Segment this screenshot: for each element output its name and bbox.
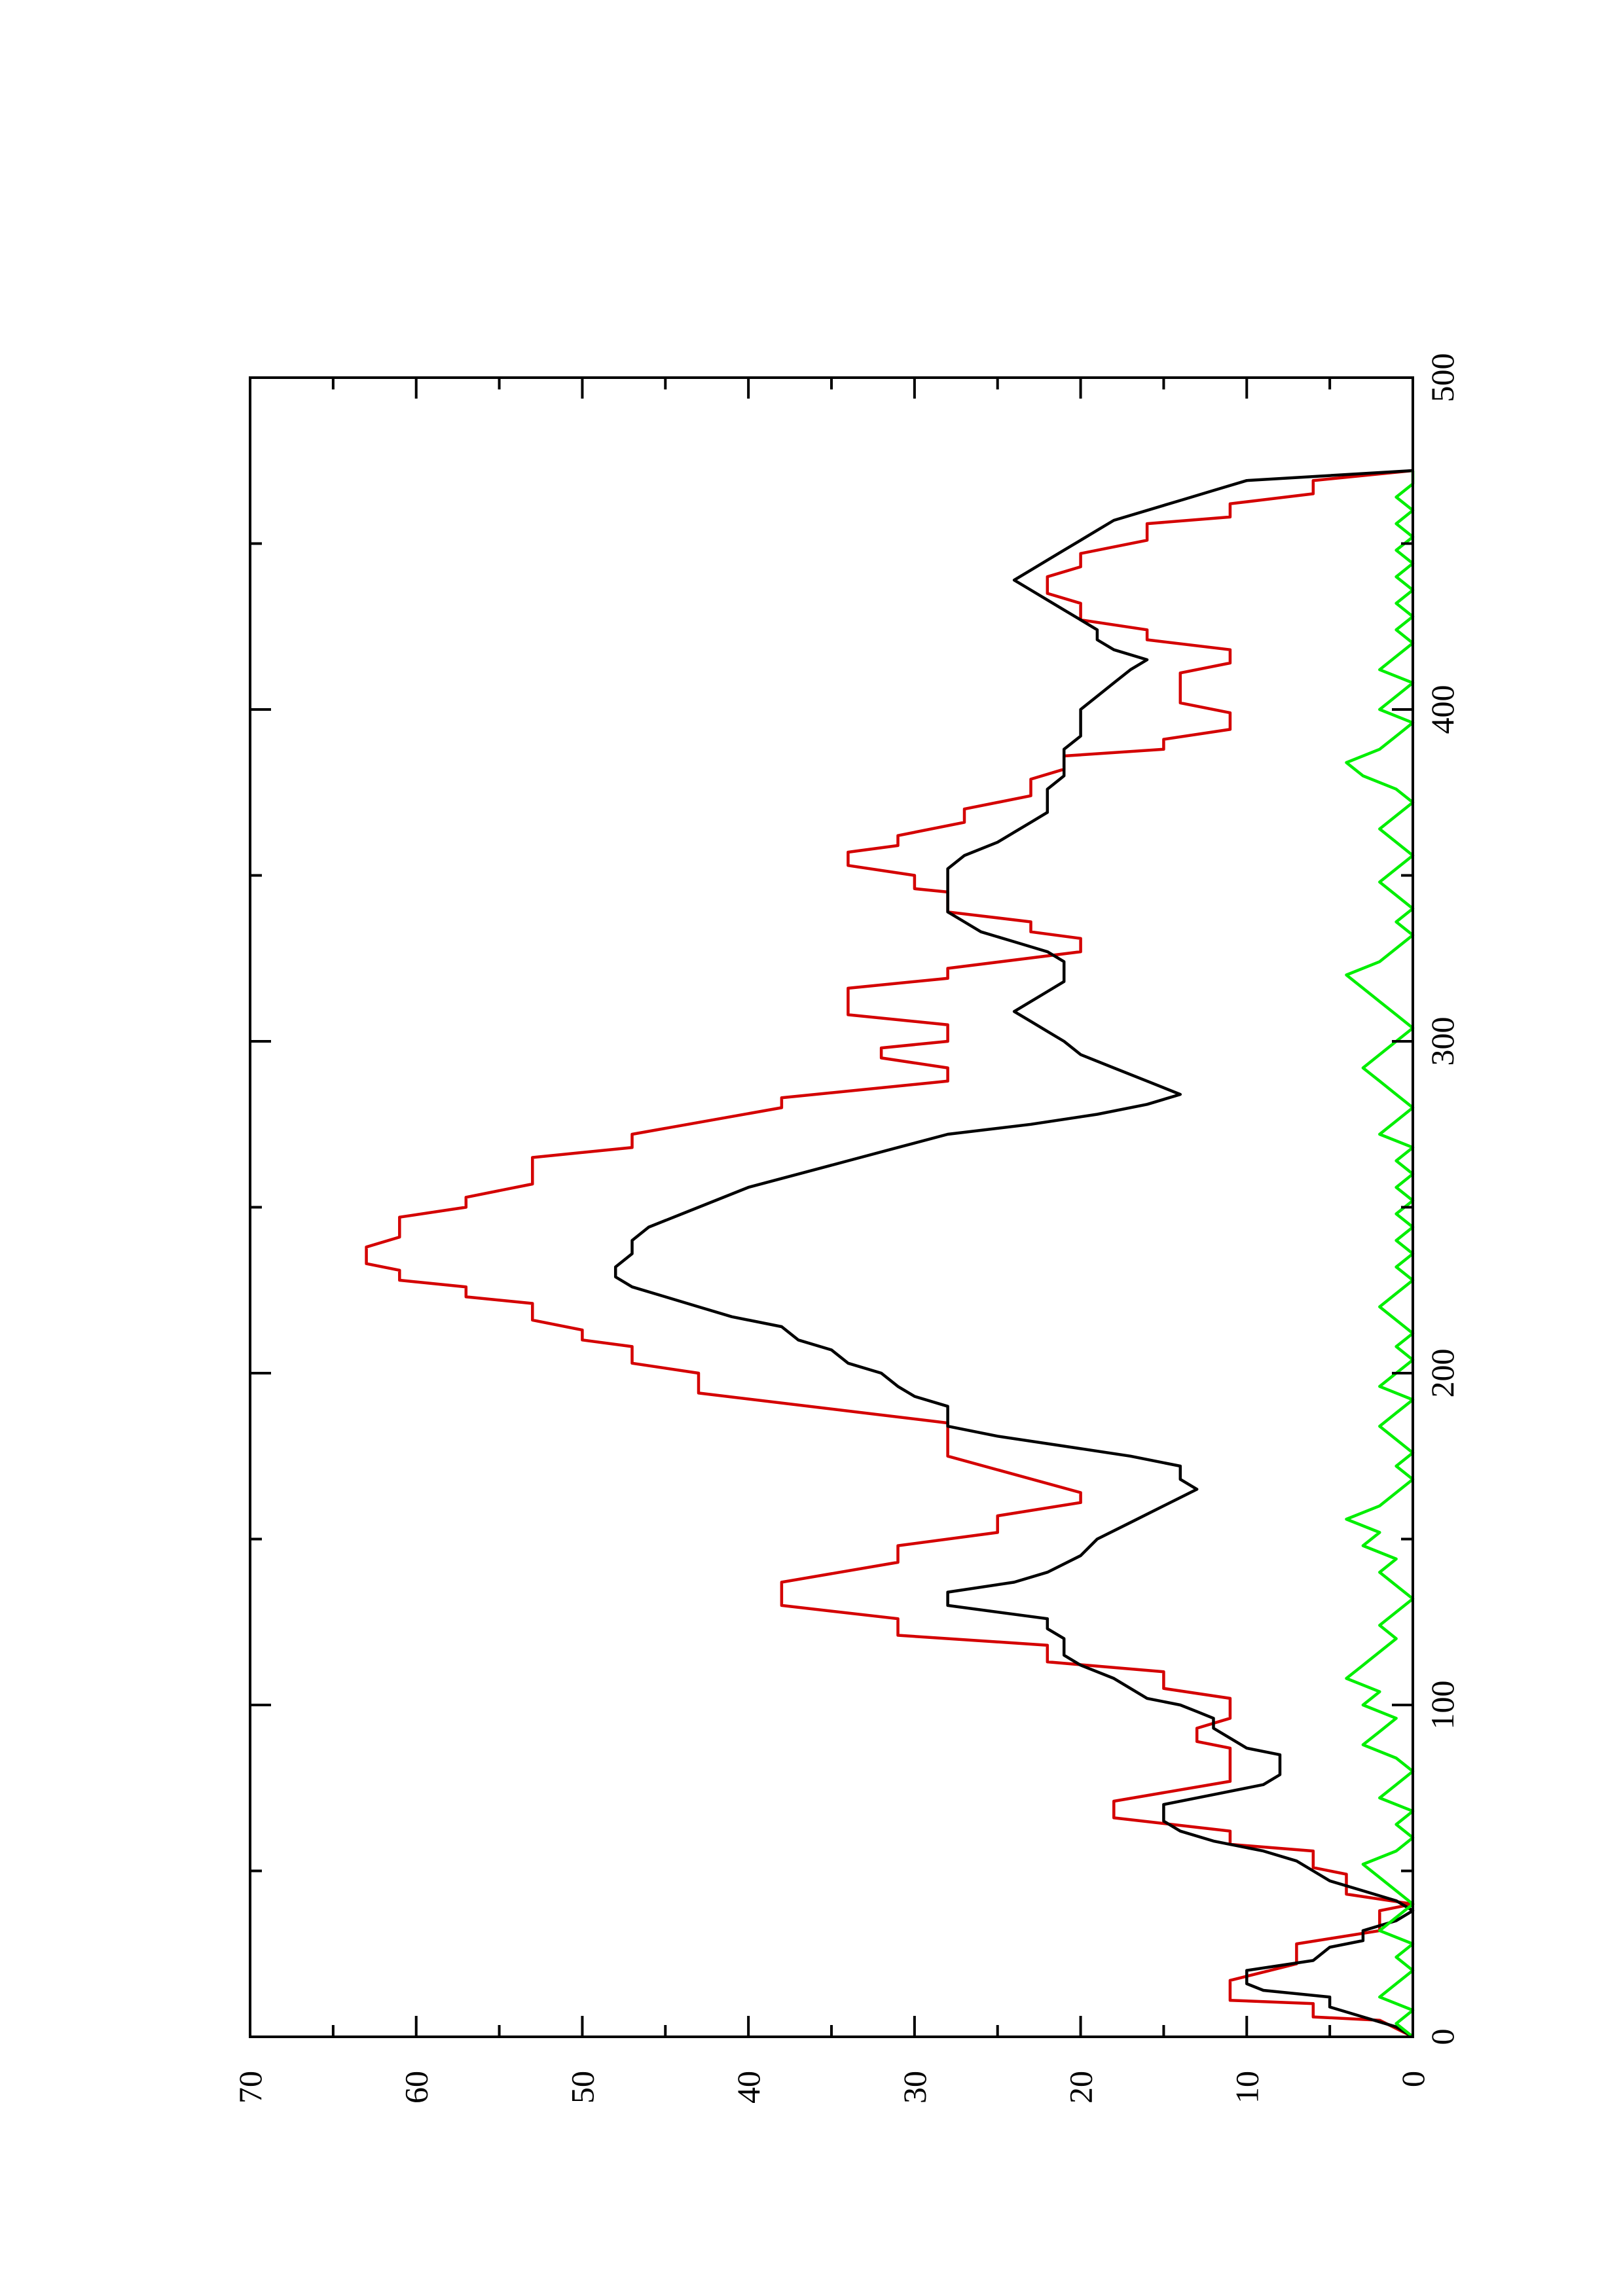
x-tick-label: 500	[1424, 353, 1461, 403]
plot-frame	[249, 376, 1414, 2038]
x-tick-label: 200	[1424, 1349, 1461, 1398]
series-green-line	[1345, 471, 1415, 2038]
x-tick-label: 400	[1424, 685, 1461, 734]
series-black-line	[613, 469, 1415, 2038]
x-tick-label: 100	[1424, 1681, 1461, 1730]
y-tick-label: 60	[398, 2071, 435, 2104]
y-tick-label: 70	[232, 2071, 268, 2104]
y-tick-label: 50	[564, 2071, 600, 2104]
y-tick-label: 40	[730, 2071, 767, 2104]
x-tick-label: 300	[1424, 1017, 1461, 1066]
x-tick-label: 0	[1424, 2029, 1461, 2045]
y-tick-label: 30	[896, 2071, 933, 2104]
y-tick-label: 0	[1395, 2071, 1431, 2087]
plot-area: 0 100 200 300 400 500 0 10 20 30 40 50 60 70	[232, 353, 1461, 2104]
series-red-line	[365, 469, 1415, 2039]
y-tick-label: 20	[1063, 2071, 1099, 2104]
y-tick-label: 10	[1228, 2071, 1265, 2104]
